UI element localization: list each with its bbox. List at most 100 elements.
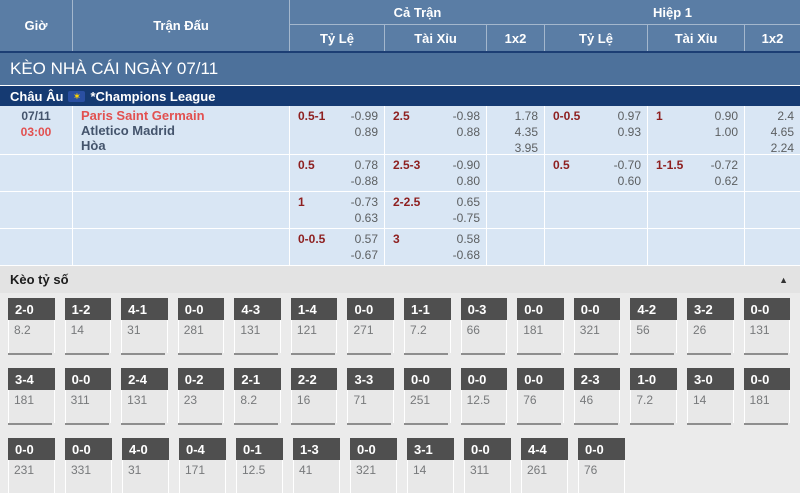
score-box[interactable]: 0-0 181 (517, 298, 564, 355)
score-section-header[interactable]: Kèo tỷ số ▲ (0, 266, 800, 293)
score-label: 3-1 (407, 438, 454, 460)
score-box[interactable]: 2-3 46 (573, 368, 621, 425)
score-box[interactable]: 0-0 321 (573, 298, 621, 355)
score-box-underline (743, 423, 788, 425)
odds-table-body: 07/11 03:00 Paris Saint Germain Atletico Ma… (0, 106, 800, 266)
score-box[interactable]: 4-4 261 (521, 438, 568, 493)
col-ft-handicap-header: Tỷ Lệ (290, 25, 385, 51)
ft-1x2-cell[interactable] (487, 229, 545, 265)
odds-value: 0.88 (456, 125, 480, 139)
odds-values: -0.72 0.62 (711, 157, 738, 191)
score-label: 0-3 (460, 298, 508, 320)
score-box[interactable]: 0-0 231 (8, 438, 55, 493)
score-box[interactable]: 0-3 66 (460, 298, 508, 355)
ft-1x2-cell[interactable] (487, 155, 545, 191)
h1-overunder-cell[interactable]: 1-1.5 -0.72 0.62 (648, 155, 745, 191)
score-odds-section: 2-0 8.2 1-2 14 4-1 31 0-0 281 4-3 131 1-4 121 0-0 271… (0, 293, 800, 493)
odds-row: 1 -0.73 0.63 2-2.5 0.65 -0.75 (0, 192, 800, 229)
h1-overunder-cell[interactable] (648, 229, 745, 265)
score-box[interactable]: 1-3 41 (293, 438, 340, 493)
odds-value: 0.89 (354, 125, 378, 139)
score-odds-value: 281 (177, 320, 225, 353)
score-box[interactable]: 0-0 331 (65, 438, 112, 493)
score-box[interactable]: 1-2 14 (64, 298, 112, 355)
score-label: 0-4 (179, 438, 226, 460)
score-box-underline (347, 423, 392, 425)
score-odds-value: 8.2 (8, 320, 55, 353)
score-box[interactable]: 3-3 71 (347, 368, 395, 425)
score-odds-value: 7.2 (404, 320, 451, 353)
odds-value: 0.63 (354, 211, 378, 225)
score-label: 0-2 (177, 368, 225, 390)
h1-1x2-cell[interactable] (745, 192, 800, 228)
score-box[interactable]: 0-1 12.5 (236, 438, 283, 493)
score-box[interactable]: 0-0 76 (578, 438, 625, 493)
score-box[interactable]: 2-4 131 (121, 368, 168, 425)
ft-1x2-cell[interactable]: 1.78 4.35 3.95 (487, 106, 545, 155)
score-box-underline (64, 353, 109, 355)
h1-overunder-cell[interactable] (648, 192, 745, 228)
score-box[interactable]: 4-1 31 (121, 298, 168, 355)
col-h1-1x2-header: 1x2 (761, 30, 784, 46)
score-box[interactable]: 2-0 8.2 (8, 298, 55, 355)
score-box[interactable]: 0-4 171 (179, 438, 226, 493)
h1-1x2-cell[interactable]: 2.4 4.65 2.24 (745, 106, 800, 155)
score-box[interactable]: 0-0 311 (464, 438, 511, 493)
odds-value: 0.62 (714, 174, 738, 188)
region-label: Châu Âu (10, 88, 64, 104)
score-box[interactable]: 0-0 321 (350, 438, 397, 493)
collapse-arrow-icon[interactable]: ▲ (779, 274, 788, 285)
ft-1x2-cell[interactable] (487, 192, 545, 228)
score-box[interactable]: 0-0 76 (517, 368, 564, 425)
ft-overunder-cell[interactable]: 2.5-3 -0.90 0.80 (385, 155, 487, 191)
score-box[interactable]: 4-0 31 (122, 438, 169, 493)
score-box[interactable]: 0-0 271 (347, 298, 395, 355)
score-box[interactable]: 4-3 131 (234, 298, 281, 355)
odds-value: 0.80 (456, 174, 480, 188)
score-box[interactable]: 1-1 7.2 (404, 298, 451, 355)
h1-1x2-cell[interactable] (745, 155, 800, 191)
score-odds-value: 16 (290, 390, 338, 423)
score-box[interactable]: 3-1 14 (407, 438, 454, 493)
ft-handicap-cell[interactable]: 0.5-1 -0.99 0.89 (290, 106, 385, 154)
ft-overunder-cell[interactable]: 3 0.58 -0.68 (385, 229, 487, 265)
score-box[interactable]: 3-4 181 (8, 368, 55, 425)
score-box[interactable]: 3-0 14 (686, 368, 734, 425)
score-box-underline (404, 353, 449, 355)
score-label: 3-4 (8, 368, 55, 390)
score-odds-value: 271 (347, 320, 395, 353)
h1-handicap-cell[interactable]: 0-0.5 0.97 0.93 (545, 106, 648, 154)
score-box[interactable]: 3-2 26 (686, 298, 734, 355)
odds-value: -0.70 (613, 158, 641, 172)
score-odds-value: 121 (290, 320, 338, 353)
score-box[interactable]: 0-2 23 (177, 368, 225, 425)
h1-handicap-cell[interactable] (545, 192, 648, 228)
score-label: 4-0 (122, 438, 169, 460)
score-box[interactable]: 1-0 7.2 (630, 368, 677, 425)
score-box[interactable]: 2-2 16 (290, 368, 338, 425)
league-row[interactable]: Châu Âu ✶ *Champions League (0, 86, 800, 106)
score-box[interactable]: 2-1 8.2 (234, 368, 281, 425)
odds-values: -0.73 0.63 (351, 194, 378, 228)
score-box[interactable]: 1-4 121 (290, 298, 338, 355)
h1-1x2-cell[interactable] (745, 229, 800, 265)
score-box[interactable]: 0-0 281 (177, 298, 225, 355)
ft-handicap-cell[interactable]: 1 -0.73 0.63 (290, 192, 385, 228)
ft-handicap-cell[interactable]: 0-0.5 0.57 -0.67 (290, 229, 385, 265)
h1-handicap-cell[interactable]: 0.5 -0.70 0.60 (545, 155, 648, 191)
score-box[interactable]: 0-0 251 (404, 368, 451, 425)
col-ft-overunder-header: Tài Xỉu (385, 25, 487, 51)
match-time: 03:00 (20, 125, 52, 139)
score-box[interactable]: 0-0 131 (743, 298, 791, 355)
ft-handicap-cell[interactable]: 0.5 0.78 -0.88 (290, 155, 385, 191)
score-label: 1-0 (630, 368, 677, 390)
ft-overunder-cell[interactable]: 2-2.5 0.65 -0.75 (385, 192, 487, 228)
ft-overunder-cell[interactable]: 2.5 -0.98 0.88 (385, 106, 487, 154)
score-box[interactable]: 0-0 311 (64, 368, 112, 425)
h1-handicap-cell[interactable] (545, 229, 648, 265)
h1-overunder-cell[interactable]: 1 0.90 1.00 (648, 106, 745, 154)
score-row: 2-0 8.2 1-2 14 4-1 31 0-0 281 4-3 131 1-4 121 0-0 271… (8, 298, 800, 355)
score-box[interactable]: 4-2 56 (630, 298, 677, 355)
score-box[interactable]: 0-0 181 (743, 368, 791, 425)
score-box[interactable]: 0-0 12.5 (460, 368, 508, 425)
